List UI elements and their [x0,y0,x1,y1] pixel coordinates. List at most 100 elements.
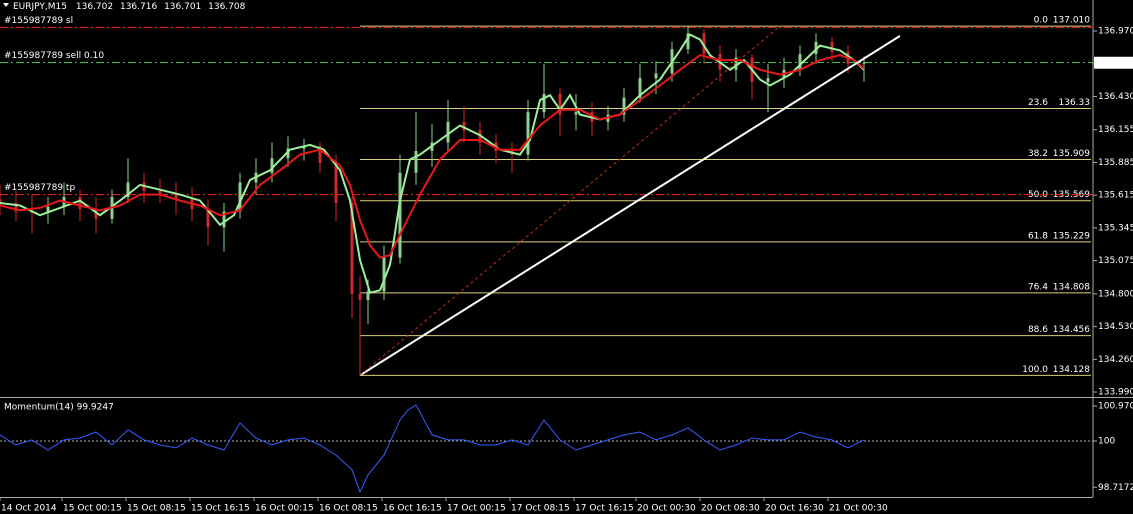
y-tick-label: 135.345 [1098,223,1133,233]
y-tick-label: 135.075 [1098,256,1133,266]
y-tick-label: 133.990 [1098,388,1133,398]
trendline [359,25,781,376]
fib-price-label: 134.128 [1053,365,1090,375]
moving-average [0,54,865,259]
candle-body [318,146,322,164]
x-tick-label: 15 Oct 08:15 [127,504,186,514]
current-price-box [1094,56,1133,69]
candle-body [358,293,362,300]
momentum-line [0,404,865,494]
trendline [359,35,901,377]
candle-body [0,199,2,204]
candle-body [94,209,98,219]
candle-body [654,73,658,79]
x-tick-label: 20 Oct 16:30 [765,504,824,514]
moving-average [0,33,865,294]
candle-body [638,78,642,98]
candle-body [446,121,450,143]
candle-body [78,196,82,210]
indicator-y-tick-label: 100 [1098,437,1115,447]
candle-body [174,194,178,200]
x-tick-label: 17 Oct 00:15 [447,504,506,514]
candle-body [366,291,370,300]
header-high: 136.716 [120,2,157,12]
candle-body [398,172,402,258]
fib-level-label: 0.0 [1034,16,1049,26]
x-tick-label: 17 Oct 08:15 [511,504,570,514]
order-label: #155987789 tp [4,183,75,193]
candle-body [414,150,418,173]
candle-body [270,158,274,173]
y-tick-label: 136.430 [1098,92,1133,102]
x-tick-label: 21 Oct 00:30 [829,504,888,514]
x-tick-label: 16 Oct 08:15 [319,504,378,514]
y-tick-label: 135.885 [1098,158,1133,168]
candle-body [206,209,210,228]
x-tick-label: 16 Oct 00:15 [255,504,314,514]
candle-body [158,190,162,195]
candle-body [46,206,50,213]
fib-level-label: 50.0 [1028,190,1048,200]
fib-price-label: 135.569 [1053,190,1090,200]
candle-body [814,41,818,55]
menu-triangle [3,3,9,7]
x-tick-label: 16 Oct 16:15 [383,504,442,514]
candle-body [798,54,802,70]
y-tick-label: 136.970 [1098,27,1133,37]
candle-body [14,203,18,212]
candle-body [558,94,562,115]
header: EURJPY,M15 136.702 136.716 136.701 136.7… [13,2,246,12]
candle-body [334,163,338,204]
candle-body [238,182,242,212]
candle-body [526,112,530,155]
fib-price-label: 136.33 [1059,98,1091,108]
header-close: 136.708 [208,2,245,12]
fib-level-label: 88.6 [1028,325,1048,335]
candle-body [734,57,738,70]
candle-body [622,97,626,115]
fib-price-label: 135.229 [1053,231,1090,241]
fib-level-label: 38.2 [1028,149,1048,159]
symbol: EURJPY,M15 [13,2,67,12]
fib-level-label: 61.8 [1028,231,1048,241]
indicator-title: Momentum(14) 99.9247 [4,403,114,413]
fib-price-label: 135.909 [1053,149,1090,159]
y-tick-label: 134.260 [1098,355,1133,365]
candle-body [862,62,866,64]
fib-price-label: 134.456 [1053,325,1090,335]
y-tick-label: 134.800 [1098,289,1133,299]
x-tick-label: 20 Oct 08:30 [701,504,760,514]
indicator-y-tick-label: 98.7172 [1098,483,1133,493]
x-tick-label: 14 Oct 2014 [1,504,57,514]
order-label: #155987789 sl [4,16,73,26]
candle-body [462,121,466,131]
header-open: 136.702 [76,2,113,12]
candle-body [350,203,354,294]
candle-body [766,78,770,82]
candle-body [286,148,290,159]
candle-body [830,41,834,52]
fib-level-label: 23.6 [1028,98,1048,108]
fib-price-label: 137.010 [1053,16,1090,26]
fib-level-label: 76.4 [1028,282,1048,292]
candle-body [574,112,578,115]
candle-body [382,257,386,292]
fib-price-label: 134.808 [1053,282,1090,292]
candle-body [702,33,706,55]
candle-body [222,211,226,228]
candle-body [542,94,546,113]
candle-body [126,182,130,197]
y-tick-label: 134.530 [1098,322,1133,332]
candle-body [686,33,690,50]
x-tick-label: 20 Oct 00:30 [637,504,696,514]
current-price-label: 136.708 [1097,58,1133,68]
order-label: #155987789 sell 0.10 [4,51,104,61]
header-low: 136.701 [164,2,201,12]
fib-level-label: 100.0 [1022,365,1048,375]
x-tick-label: 15 Oct 00:15 [63,504,122,514]
y-tick-label: 135.615 [1098,191,1133,201]
x-tick-label: 15 Oct 16:15 [191,504,250,514]
y-tick-label: 136.155 [1098,125,1133,135]
